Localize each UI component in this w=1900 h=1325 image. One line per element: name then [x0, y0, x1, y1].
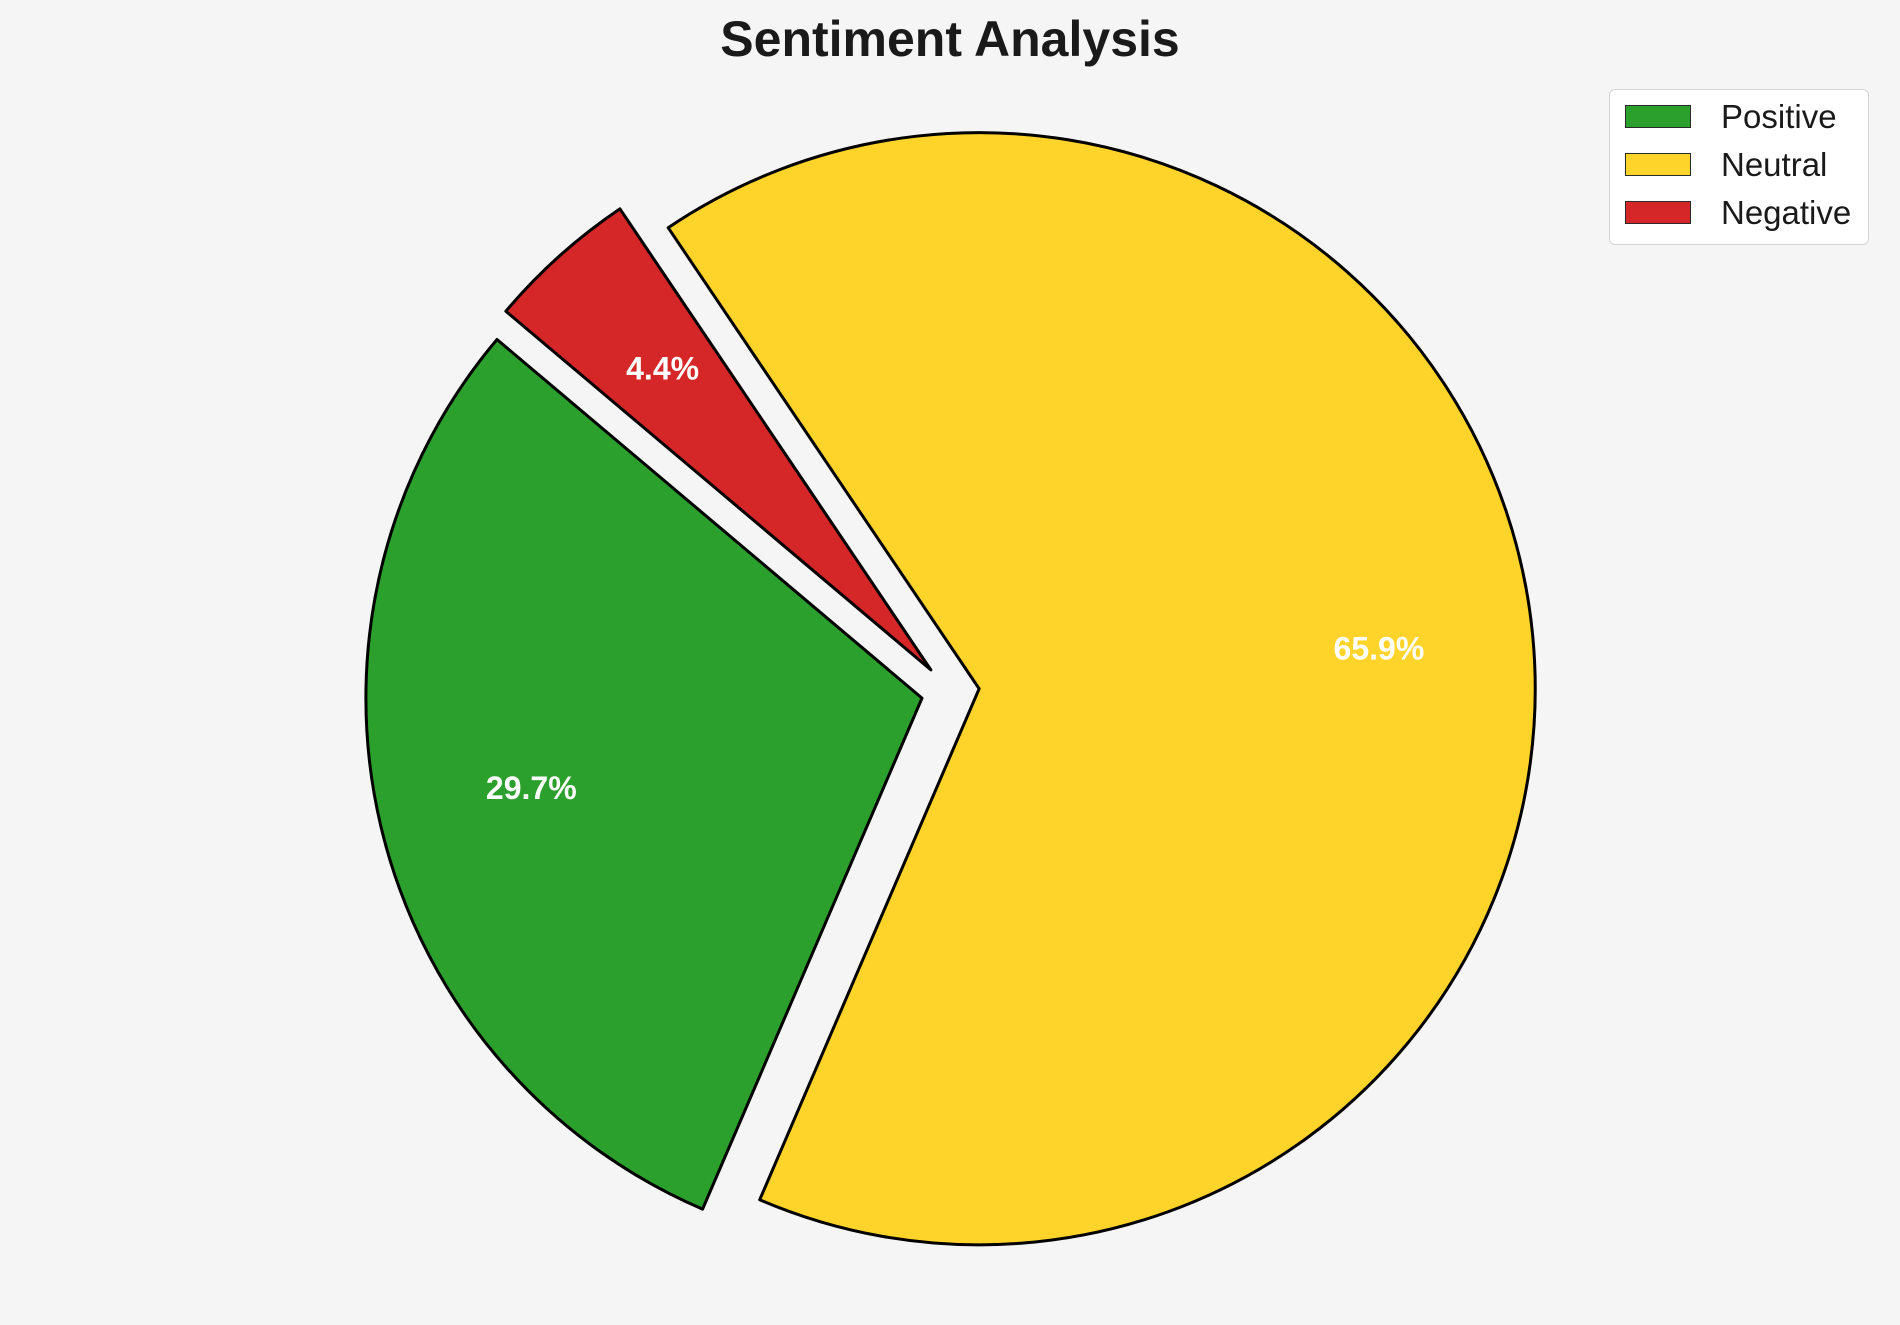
svg-text:29.7%: 29.7% — [486, 770, 577, 806]
svg-text:4.4%: 4.4% — [626, 351, 699, 387]
svg-text:65.9%: 65.9% — [1334, 631, 1425, 667]
